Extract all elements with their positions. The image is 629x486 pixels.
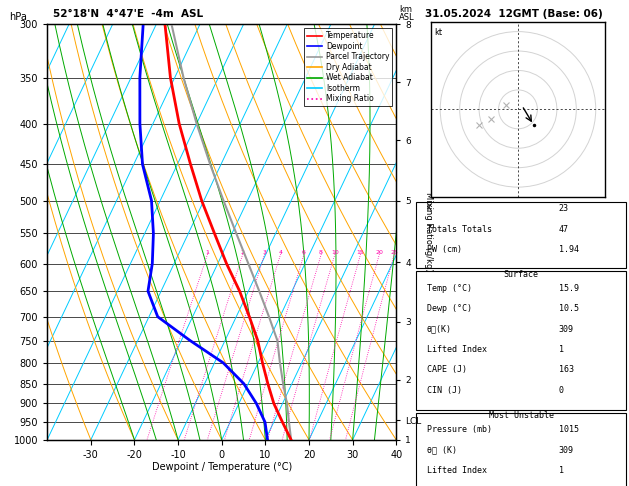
Text: 52°18'N  4°47'E  -4m  ASL: 52°18'N 4°47'E -4m ASL: [53, 9, 204, 19]
Text: 15.9: 15.9: [559, 284, 579, 293]
Text: 0: 0: [559, 386, 564, 395]
Text: 8: 8: [319, 250, 323, 255]
Text: 1: 1: [206, 250, 209, 255]
Text: 1: 1: [559, 466, 564, 475]
Text: 23: 23: [559, 205, 569, 213]
Text: 1.94: 1.94: [559, 245, 579, 254]
Y-axis label: Mixing Ratio (g/kg): Mixing Ratio (g/kg): [425, 192, 433, 272]
Text: Lifted Index: Lifted Index: [427, 466, 487, 475]
X-axis label: Dewpoint / Temperature (°C): Dewpoint / Temperature (°C): [152, 462, 292, 472]
Text: 1015: 1015: [559, 425, 579, 434]
Text: θᴇ (K): θᴇ (K): [427, 446, 457, 455]
Text: 15: 15: [357, 250, 364, 255]
Text: Pressure (mb): Pressure (mb): [427, 425, 492, 434]
Text: km
ASL: km ASL: [399, 4, 415, 22]
Text: 1: 1: [559, 345, 564, 354]
Text: PW (cm): PW (cm): [427, 245, 462, 254]
Text: kt: kt: [435, 28, 443, 37]
Text: θᴇ(K): θᴇ(K): [427, 325, 452, 333]
Text: 10.5: 10.5: [559, 304, 579, 313]
Text: Dewp (°C): Dewp (°C): [427, 304, 472, 313]
Text: Totals Totals: Totals Totals: [427, 225, 492, 234]
Text: hPa: hPa: [9, 12, 27, 22]
Text: Temp (°C): Temp (°C): [427, 284, 472, 293]
Text: 2: 2: [240, 250, 245, 255]
Bar: [416, 271, 626, 410]
Text: 309: 309: [559, 446, 574, 455]
Text: K: K: [427, 205, 432, 213]
Text: 163: 163: [559, 365, 574, 374]
Text: 4: 4: [279, 250, 282, 255]
Text: 10: 10: [331, 250, 338, 255]
Text: Most Unstable: Most Unstable: [489, 411, 554, 420]
Text: CAPE (J): CAPE (J): [427, 365, 467, 374]
Bar: [416, 413, 626, 486]
Text: Lifted Index: Lifted Index: [427, 345, 487, 354]
Text: 20: 20: [376, 250, 383, 255]
Text: 31.05.2024  12GMT (Base: 06): 31.05.2024 12GMT (Base: 06): [425, 9, 603, 19]
Text: 309: 309: [559, 325, 574, 333]
Text: Surface: Surface: [504, 270, 538, 279]
Text: CIN (J): CIN (J): [427, 386, 462, 395]
Bar: [416, 202, 626, 268]
Text: 25: 25: [390, 250, 398, 255]
Text: 47: 47: [559, 225, 569, 234]
Legend: Temperature, Dewpoint, Parcel Trajectory, Dry Adiabat, Wet Adiabat, Isotherm, Mi: Temperature, Dewpoint, Parcel Trajectory…: [304, 28, 392, 106]
Text: 6: 6: [302, 250, 306, 255]
Text: 3: 3: [262, 250, 266, 255]
